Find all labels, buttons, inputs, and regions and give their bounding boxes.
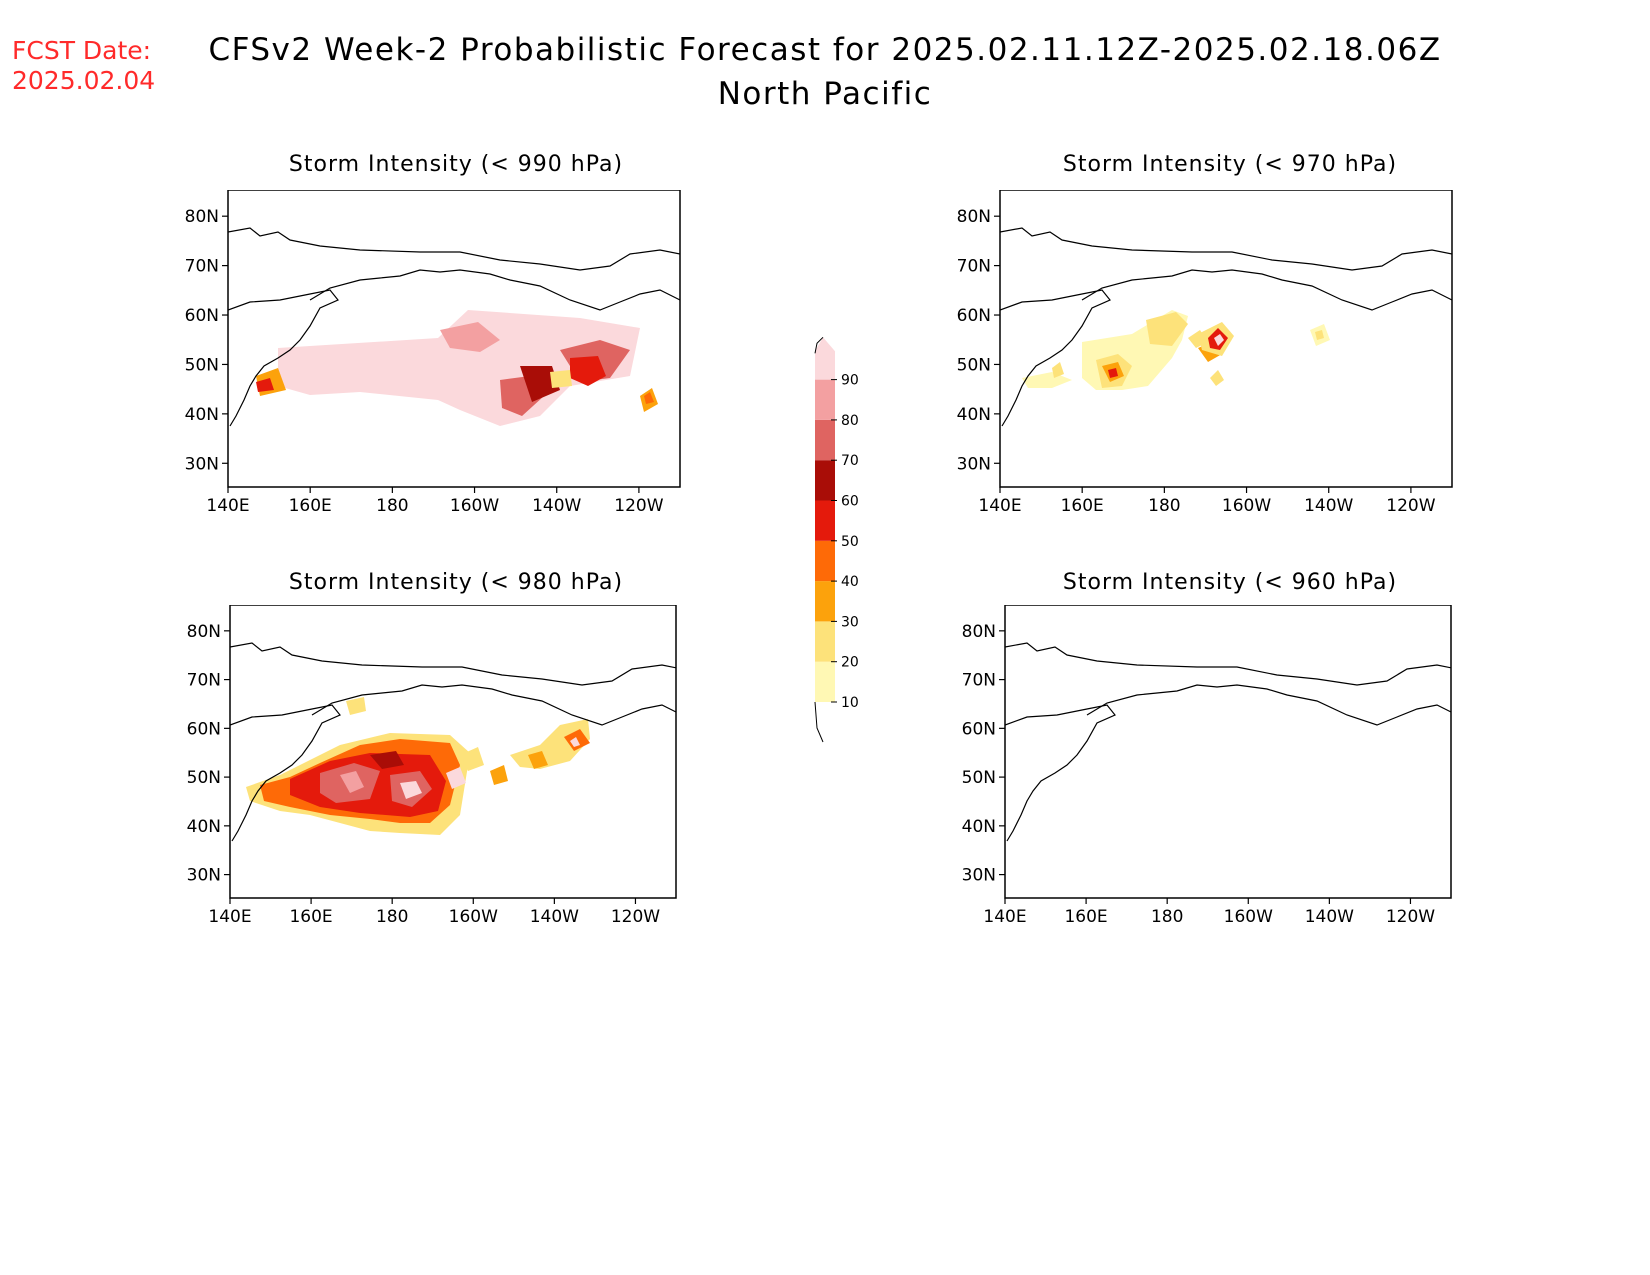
panel-title-960: Storm Intensity (< 960 hPa) xyxy=(1062,570,1398,595)
lon-label: 160E xyxy=(1061,496,1104,516)
colorbar-swatch xyxy=(815,540,835,582)
colorbar-label: 30 xyxy=(841,614,859,630)
panel-title-990: Storm Intensity (< 990 hPa) xyxy=(288,152,624,177)
lon-label: 140W xyxy=(1305,907,1354,927)
lat-label: 80N xyxy=(957,207,991,227)
lat-label: 60N xyxy=(185,306,219,326)
lat-label: 80N xyxy=(962,622,996,642)
colorbar-swatch xyxy=(815,500,835,541)
lon-label: 160W xyxy=(1224,907,1273,927)
colorbar-upper-extension xyxy=(814,336,824,354)
colorbar-label: 20 xyxy=(841,655,859,671)
colorbar-swatch xyxy=(815,337,835,380)
lon-label: 180 xyxy=(376,907,408,927)
lat-label: 30N xyxy=(962,866,996,886)
colorbar-label: 40 xyxy=(841,574,859,590)
map-frame xyxy=(1004,605,1452,899)
coastlines xyxy=(228,227,680,427)
map-panel-960: 80N 70N 60N 50N 40N 30N 140E 160E 180 160W 140W 12… xyxy=(962,605,1452,927)
colorbar-label: 50 xyxy=(841,534,859,550)
lon-label: 160E xyxy=(289,907,332,927)
lon-label: 140W xyxy=(532,496,581,516)
panel-title-970: Storm Intensity (< 970 hPa) xyxy=(1062,152,1398,177)
colorbar-swatch xyxy=(815,460,835,501)
lon-label: 140E xyxy=(983,907,1026,927)
colorbar-label: 70 xyxy=(841,453,859,469)
fcst-date-caption: FCST Date: xyxy=(12,36,152,65)
colorbar-label: 90 xyxy=(841,373,859,389)
lon-label: 140W xyxy=(530,907,579,927)
lat-label: 70N xyxy=(185,257,219,277)
coastlines xyxy=(230,642,676,842)
fcst-date-value: 2025.02.04 xyxy=(12,66,156,95)
lon-label: 160E xyxy=(1064,907,1107,927)
lat-label: 40N xyxy=(957,405,991,425)
lat-label: 30N xyxy=(957,454,991,474)
colorbar-label: 10 xyxy=(841,695,859,711)
map-panel-990: 80N 70N 60N 50N 40N 30N 140E 160E 180 160W 140W 12… xyxy=(185,190,681,516)
lon-label: 160W xyxy=(449,907,498,927)
lon-label: 180 xyxy=(376,496,408,516)
colorbar-lower-extension xyxy=(814,701,824,743)
colorbar: 10 20 30 40 50 60 70 80 90 xyxy=(814,336,859,743)
lat-label: 40N xyxy=(962,817,996,837)
coastlines xyxy=(1000,227,1452,427)
panel-title-980: Storm Intensity (< 980 hPa) xyxy=(288,570,624,595)
lat-label: 30N xyxy=(185,454,219,474)
colorbar-swatch xyxy=(815,661,835,702)
map-frame xyxy=(229,605,677,899)
lat-label: 70N xyxy=(962,671,996,691)
lat-label: 70N xyxy=(957,257,991,277)
lat-label: 60N xyxy=(962,719,996,739)
lat-label: 70N xyxy=(187,671,221,691)
lon-label: 120W xyxy=(611,907,660,927)
colorbar-swatch xyxy=(815,621,835,662)
lon-label: 160E xyxy=(289,496,332,516)
region-subtitle: North Pacific xyxy=(717,76,933,112)
probability-shading xyxy=(246,697,590,835)
colorbar-label: 60 xyxy=(841,494,859,510)
probability-shading xyxy=(256,310,658,426)
map-panel-970: 80N 70N 60N 50N 40N 30N 140E 160E 180 160W 140W 12… xyxy=(957,190,1453,516)
lat-label: 60N xyxy=(187,719,221,739)
colorbar-swatch xyxy=(815,379,835,420)
page-title: CFSv2 Week-2 Probabilistic Forecast for … xyxy=(208,32,1442,68)
forecast-date-label: FCST Date: 2025.02.04 xyxy=(12,36,155,96)
lon-label: 160W xyxy=(1222,496,1271,516)
map-frame xyxy=(999,190,1453,488)
lon-label: 140W xyxy=(1304,496,1353,516)
lat-label: 50N xyxy=(187,768,221,788)
lat-label: 40N xyxy=(187,817,221,837)
map-frame xyxy=(227,190,681,488)
lat-label: 50N xyxy=(962,768,996,788)
lon-label: 140E xyxy=(978,496,1021,516)
colorbar-swatch xyxy=(815,419,835,461)
colorbar-label: 80 xyxy=(841,413,859,429)
lat-label: 50N xyxy=(185,355,219,375)
lon-label: 140E xyxy=(208,907,251,927)
probability-shading xyxy=(1022,310,1330,390)
lat-label: 80N xyxy=(187,622,221,642)
coastlines xyxy=(1005,642,1451,842)
lat-label: 30N xyxy=(187,866,221,886)
lat-label: 60N xyxy=(957,306,991,326)
lat-label: 50N xyxy=(957,355,991,375)
colorbar-swatch xyxy=(815,581,835,622)
lon-label: 180 xyxy=(1151,907,1183,927)
lon-label: 140E xyxy=(206,496,249,516)
lon-label: 180 xyxy=(1148,496,1180,516)
lon-label: 160W xyxy=(450,496,499,516)
lon-label: 120W xyxy=(1386,496,1435,516)
lon-label: 120W xyxy=(1386,907,1435,927)
lat-label: 80N xyxy=(185,207,219,227)
lon-label: 120W xyxy=(614,496,663,516)
lat-label: 40N xyxy=(185,405,219,425)
map-panel-980: 80N 70N 60N 50N 40N 30N 140E 160E 180 160W 140W 12… xyxy=(187,605,677,927)
